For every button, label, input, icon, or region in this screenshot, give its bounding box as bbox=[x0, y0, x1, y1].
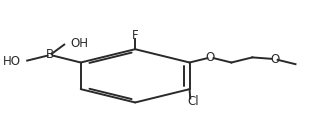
Text: HO: HO bbox=[3, 55, 21, 68]
Text: O: O bbox=[206, 51, 215, 64]
Text: Cl: Cl bbox=[187, 95, 199, 108]
Text: OH: OH bbox=[70, 37, 88, 50]
Text: O: O bbox=[270, 53, 279, 66]
Text: F: F bbox=[132, 29, 139, 42]
Text: B: B bbox=[46, 48, 54, 62]
